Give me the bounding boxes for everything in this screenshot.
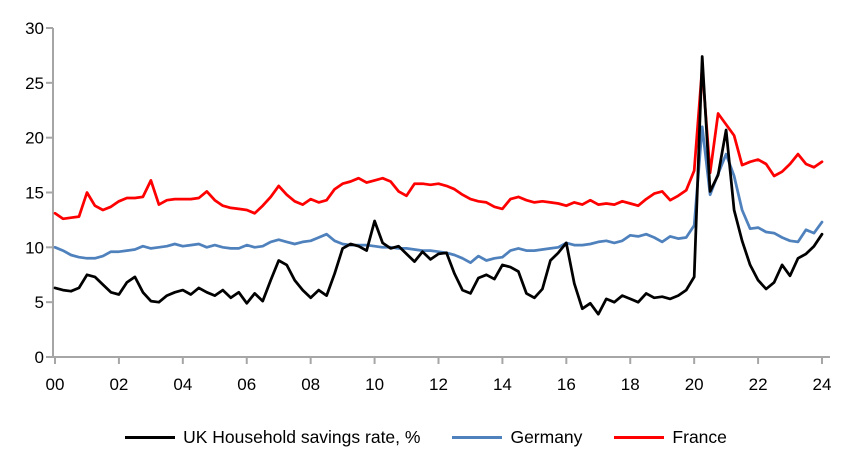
- legend-label-uk: UK Household savings rate, %: [183, 427, 421, 447]
- legend-label-france: France: [672, 427, 727, 447]
- x-axis-tick-label: 02: [109, 375, 128, 394]
- uk-line-swatch-icon: [125, 435, 176, 440]
- chart-legend: UK Household savings rate, % Germany Fra…: [0, 427, 852, 448]
- y-axis-tick-label: 20: [25, 129, 44, 148]
- legend-item-france: France: [614, 427, 727, 448]
- x-axis-tick-label: 14: [493, 375, 512, 394]
- y-axis-tick-label: 25: [25, 74, 44, 93]
- series-line-uk-household-savings-rate: [53, 55, 824, 316]
- legend-label-germany: Germany: [510, 427, 583, 447]
- x-axis-tick-label: 20: [685, 375, 704, 394]
- x-axis-tick-label: 10: [365, 375, 384, 394]
- x-axis-tick-label: 00: [46, 375, 65, 394]
- y-axis-tick-label: 5: [35, 293, 44, 312]
- y-axis-tick-label: 30: [25, 19, 44, 38]
- x-axis-tick-label: 08: [301, 375, 320, 394]
- series-line-france: [53, 66, 824, 221]
- france-line-swatch-icon: [614, 435, 665, 440]
- y-axis-tick-label: 0: [35, 348, 44, 367]
- x-axis-tick-label: 22: [749, 375, 768, 394]
- x-axis-tick-label: 12: [429, 375, 448, 394]
- x-axis-tick-label: 04: [173, 375, 192, 394]
- y-axis-tick-label: 15: [25, 184, 44, 203]
- germany-line-swatch-icon: [452, 435, 503, 440]
- x-axis-tick-label: 18: [621, 375, 640, 394]
- x-axis-tick-label: 06: [237, 375, 256, 394]
- savings-rate-chart-canvas: 0 5 10 15 20 25 30 00 02 04 06 08 10 12 14 16 18 20 22 24: [25, 19, 832, 394]
- y-axis-tick-label: 10: [25, 238, 44, 257]
- legend-item-uk-household-savings-rate: UK Household savings rate, %: [125, 427, 420, 448]
- x-axis-tick-label: 16: [557, 375, 576, 394]
- x-axis-tick-label: 24: [813, 375, 832, 394]
- series-line-germany: [53, 125, 824, 265]
- legend-item-germany: Germany: [452, 427, 582, 448]
